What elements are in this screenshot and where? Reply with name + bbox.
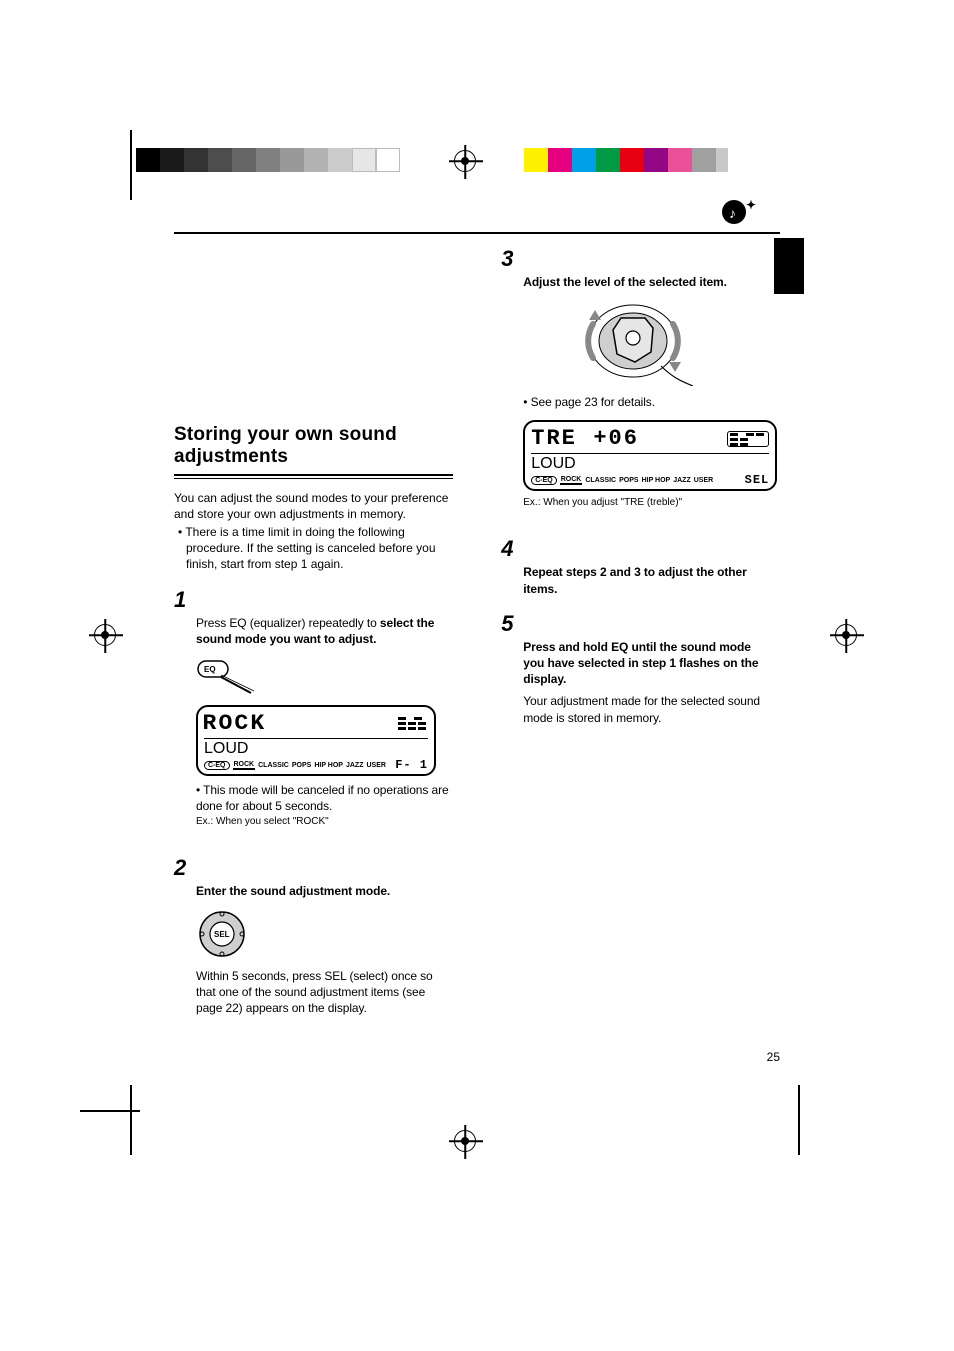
page-number: 25 (0, 1050, 780, 1064)
step-5-ba: 1 (669, 656, 676, 670)
step-1-note: • This mode will be canceled if no opera… (196, 782, 453, 814)
step-1-text-a: Press EQ (equalizer) repeatedly to (196, 616, 380, 630)
step-2-bold: Enter the sound adjustment mode. (196, 884, 390, 898)
lcd-level-bars (398, 717, 428, 730)
registration-mark (94, 624, 116, 646)
section-heading-wrap: Storing your own sound adjustments (174, 424, 453, 476)
step-2-text-b: Within 5 seconds, press SEL (select) onc… (196, 968, 453, 1017)
lcd-eq-rock: ROCK (233, 761, 256, 770)
step-3-caption: Ex.: When you adjust "TRE (treble)" (523, 497, 764, 508)
step-1-caption: Ex.: When you select "ROCK" (196, 816, 453, 827)
grayscale-color-bar (136, 148, 400, 172)
svg-text:SEL: SEL (214, 930, 230, 939)
step-3-note: • See page 23 for details. (523, 394, 764, 410)
sound-section-icon: ♪ ✦ (722, 200, 752, 230)
lcd-main-a: TRE (531, 426, 577, 451)
lcd-ceq-pill: C-EQ (204, 761, 230, 770)
lcd-eq-jazz-2: JAZZ (673, 477, 691, 484)
lcd-display-rock: ROCK LOUD C-EQ ROCK CLASSIC POPS HIP HOP… (196, 705, 436, 776)
step-5-after: Your adjustment made for the selected so… (523, 693, 764, 725)
step-4-text: Repeat steps 2 and 3 to adjust the other… (523, 564, 764, 596)
lcd-eq-classic-2: CLASSIC (585, 477, 616, 484)
lcd-loud-2: LOUD (531, 455, 575, 472)
step-5-number: 5 (501, 611, 764, 637)
rotary-knob-illustration (573, 296, 693, 386)
step-3-number: 3 (501, 246, 764, 272)
sel-dial-illustration: SEL (196, 906, 256, 962)
lcd-corner-2: SEL (741, 473, 770, 487)
lcd-eq-jazz: JAZZ (346, 762, 364, 769)
step-4-bb: 3 (634, 565, 641, 579)
step-2-number: 2 (174, 855, 453, 881)
lcd-ceq-pill-2: C-EQ (531, 476, 557, 485)
step-4-ta: Repeat steps (523, 565, 600, 579)
lcd-eq-hiphop: HIP HOP (314, 762, 343, 769)
step-4-number: 4 (501, 536, 764, 562)
lcd-main-b: +06 (593, 426, 639, 451)
lcd-loud: LOUD (204, 740, 248, 757)
step-4-ba: 2 (600, 565, 607, 579)
lcd-eq-user: USER (366, 762, 385, 769)
svg-text:EQ: EQ (204, 665, 216, 674)
lcd-display-tre: TRE +06 LOUD C-EQ ROCK CLASSIC POPS (523, 420, 777, 491)
registration-mark (835, 624, 857, 646)
lcd-eq-hiphop-2: HIP HOP (642, 477, 671, 484)
lcd-eq-pops-2: POPS (619, 477, 638, 484)
step-1-number: 1 (174, 587, 453, 613)
section-heading: Storing your own sound adjustments (174, 424, 453, 468)
intro-text: You can adjust the sound modes to your p… (174, 490, 453, 522)
lcd-eq-classic: CLASSIC (258, 762, 289, 769)
intro-bullet: • There is a time limit in doing the fol… (186, 524, 453, 573)
step-2-text-a: Enter the sound adjustment mode. (196, 883, 453, 899)
lcd-eq-user-2: USER (694, 477, 713, 484)
registration-mark (454, 150, 476, 172)
lcd-eq-pops: POPS (292, 762, 311, 769)
process-color-bar (524, 148, 728, 172)
lcd-eq-rock-2: ROCK (560, 476, 583, 485)
crop-mark (798, 1085, 800, 1155)
registration-mark (454, 1130, 476, 1152)
lcd-vu-box (727, 431, 769, 447)
step-3-bold: Adjust the level of the selected item. (523, 275, 727, 289)
step-5-text: Press and hold EQ until the sound mode y… (523, 639, 764, 688)
crop-mark (130, 130, 132, 200)
lcd-corner: F- 1 (391, 758, 428, 772)
step-1-text: Press EQ (equalizer) repeatedly to selec… (196, 615, 453, 647)
eq-button-illustration: EQ (196, 655, 276, 695)
header-rule (174, 232, 780, 234)
step-3-text: Adjust the level of the selected item. (523, 274, 764, 290)
crop-mark (130, 1085, 132, 1155)
lcd-main-text: ROCK (202, 711, 266, 736)
step-4-tb: and (607, 565, 635, 579)
